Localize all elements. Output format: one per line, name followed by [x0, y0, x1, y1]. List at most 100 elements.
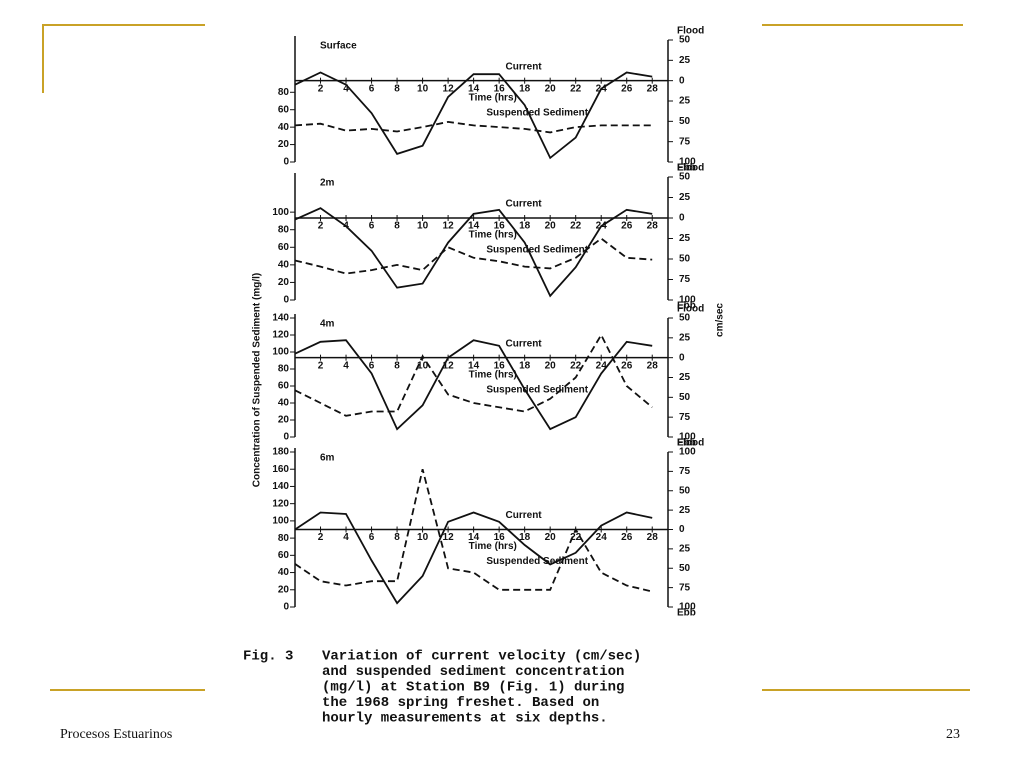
x-tick-label: 16 — [494, 83, 506, 94]
y-tick-label: 60 — [278, 104, 290, 115]
footer-left: Procesos Estuarinos — [60, 727, 172, 742]
x-tick-label: 14 — [468, 532, 480, 543]
y-axis-label: Concentration of Suspended Sediment (mg/… — [252, 273, 263, 487]
x-tick-label: 10 — [417, 221, 429, 232]
y2-tick-label: 100 — [679, 602, 696, 613]
x-tick-label: 14 — [468, 221, 480, 232]
x-tick-label: 22 — [570, 221, 582, 232]
y2-tick-label: 75 — [679, 582, 691, 593]
y2-tick-label: 50 — [679, 392, 691, 403]
x-tick-label: 12 — [443, 360, 455, 371]
panel-title: 4m — [320, 319, 335, 330]
series-label: Current — [506, 338, 543, 349]
sediment-line — [294, 333, 653, 417]
x-tick-label: 10 — [417, 532, 429, 543]
x-tick-label: 2 — [318, 221, 324, 232]
x-tick-label: 20 — [545, 83, 557, 94]
y-tick-label: 80 — [278, 364, 290, 375]
y2-tick-label: 25 — [679, 372, 691, 383]
y-tick-label: 60 — [278, 550, 290, 561]
caption-line: Variation of current velocity (cm/sec) — [322, 649, 641, 665]
y-tick-label: 100 — [272, 516, 289, 527]
x-tick-label: 16 — [494, 532, 506, 543]
y-tick-label: 180 — [272, 447, 289, 458]
flood-label: Flood — [677, 438, 704, 449]
y-tick-label: 80 — [278, 533, 290, 544]
x-tick-label: 12 — [443, 532, 455, 543]
y2-tick-label: 25 — [679, 96, 691, 107]
x-tick-label: 18 — [519, 360, 531, 371]
sediment-line — [294, 468, 653, 593]
x-tick-label: 20 — [545, 532, 557, 543]
x-tick-label: 8 — [394, 83, 400, 94]
y2-tick-label: 25 — [679, 55, 691, 66]
y-tick-label: 0 — [283, 157, 289, 168]
x-tick-label: 2 — [318, 360, 324, 371]
flood-label: Flood — [677, 304, 704, 315]
y-tick-label: 20 — [278, 277, 290, 288]
x-tick-label: 24 — [596, 532, 608, 543]
x-tick-label: 4 — [343, 83, 349, 94]
y2-tick-label: 25 — [679, 544, 691, 555]
ebb-label: Ebb — [677, 301, 696, 312]
y2-tick-label: 0 — [679, 213, 685, 224]
x-tick-label: 10 — [417, 83, 429, 94]
x-tick-label: 6 — [369, 532, 375, 543]
x-tick-label: 22 — [570, 83, 582, 94]
y2-tick-label: 75 — [679, 136, 691, 147]
x-axis-label: Time (hrs) — [469, 230, 517, 241]
series-label: Current — [506, 510, 543, 521]
x-tick-label: 16 — [494, 221, 506, 232]
ebb-label: Ebb — [677, 163, 696, 174]
x-tick-label: 18 — [519, 221, 531, 232]
x-tick-label: 28 — [647, 83, 659, 94]
x-tick-label: 20 — [545, 360, 557, 371]
x-tick-label: 24 — [596, 360, 608, 371]
panel-title: 6m — [320, 453, 335, 464]
x-tick-label: 18 — [519, 83, 531, 94]
x-tick-label: 14 — [468, 360, 480, 371]
y-tick-label: 100 — [272, 207, 289, 218]
ebb-label: Ebb — [677, 608, 696, 619]
x-tick-label: 26 — [621, 532, 633, 543]
y-tick-label: 0 — [283, 432, 289, 443]
ebb-label: Ebb — [677, 438, 696, 449]
y2-tick-label: 0 — [679, 352, 685, 363]
caption-line: (mg/l) at Station B9 (Fig. 1) during — [322, 680, 624, 696]
y-tick-label: 120 — [272, 330, 289, 341]
y2-tick-label: 25 — [679, 192, 691, 203]
x-tick-label: 20 — [545, 221, 557, 232]
current-line — [294, 207, 653, 298]
x-tick-label: 28 — [647, 221, 659, 232]
sediment-line — [294, 120, 653, 134]
series-label: Suspended Sediment — [486, 245, 588, 256]
y-tick-label: 20 — [278, 415, 290, 426]
series-label: Suspended Sediment — [486, 107, 588, 118]
x-tick-label: 26 — [621, 221, 633, 232]
y-tick-label: 20 — [278, 139, 290, 150]
y2-tick-label: 25 — [679, 505, 691, 516]
x-tick-label: 14 — [468, 83, 480, 94]
y2-tick-label: 50 — [679, 485, 691, 496]
x-tick-label: 2 — [318, 83, 324, 94]
y2-tick-label: 0 — [679, 75, 685, 86]
y2-tick-label: 25 — [679, 233, 691, 244]
y2-tick-label: 50 — [679, 172, 691, 183]
y2-tick-label: 50 — [679, 35, 691, 46]
x-tick-label: 6 — [369, 360, 375, 371]
x-tick-label: 4 — [343, 360, 349, 371]
flood-label: Flood — [677, 26, 704, 37]
panel-title: 2m — [320, 178, 335, 189]
x-tick-label: 12 — [443, 221, 455, 232]
y2-tick-label: 75 — [679, 412, 691, 423]
y2-tick-label: 100 — [679, 295, 696, 306]
x-tick-label: 8 — [394, 532, 400, 543]
slide-decoration — [42, 24, 970, 691]
y2-tick-label: 75 — [679, 466, 691, 477]
current-line — [294, 511, 653, 605]
y2-tick-label: 25 — [679, 332, 691, 343]
y-tick-label: 80 — [278, 87, 290, 98]
x-tick-label: 8 — [394, 360, 400, 371]
y-tick-label: 60 — [278, 381, 290, 392]
